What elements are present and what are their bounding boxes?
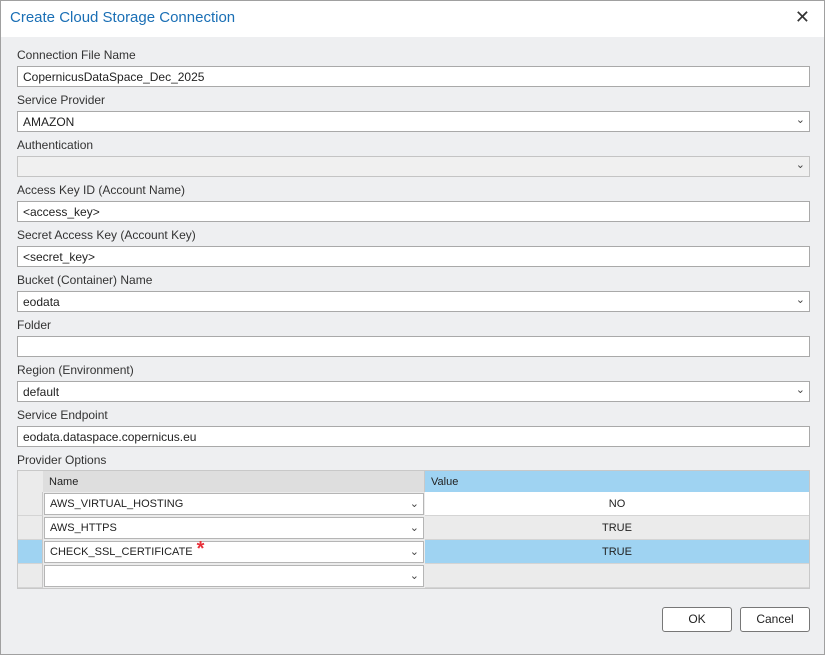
provider-options-label: Provider Options	[17, 453, 107, 467]
option-name: AWS_HTTPS	[50, 522, 117, 534]
chevron-down-icon[interactable]: ⌄	[795, 294, 805, 306]
bucket-container-name-label: Bucket (Container) Name	[17, 273, 153, 287]
secret-access-key-account-key-input[interactable]: <secret_key>	[17, 246, 810, 267]
row-header[interactable]	[18, 540, 43, 564]
folder-input[interactable]	[17, 336, 810, 357]
service-provider-dropdown[interactable]: AMAZON ⌄	[17, 111, 810, 132]
option-name-dropdown[interactable]: ⌄	[44, 565, 424, 587]
bucket-container-name-value: eodata	[23, 295, 60, 309]
column-header-value[interactable]: Value	[431, 476, 459, 488]
option-name-dropdown[interactable]: CHECK_SSL_CERTIFICATE * ⌄	[44, 538, 424, 563]
required-marker: *	[196, 538, 205, 560]
option-name-dropdown[interactable]: AWS_VIRTUAL_HOSTING ⌄	[44, 493, 424, 515]
title-bar: Create Cloud Storage Connection ✕	[1, 1, 824, 37]
access-key-id-account-name-input[interactable]: <access_key>	[17, 201, 810, 222]
row-header[interactable]	[18, 516, 43, 540]
chevron-down-icon[interactable]: ⌄	[409, 546, 419, 558]
secret-access-key-account-key-value: <secret_key>	[23, 250, 96, 264]
provider-options-grid: Name Value AWS_VIRTUAL_HOSTING ⌄ NO AWS_H…	[17, 470, 810, 589]
authentication-dropdown[interactable]: ⌄	[17, 156, 810, 177]
option-name: AWS_VIRTUAL_HOSTING	[50, 498, 184, 510]
option-name-dropdown[interactable]: AWS_HTTPS ⌄	[44, 517, 424, 539]
service-endpoint-value: eodata.dataspace.copernicus.eu	[23, 430, 197, 444]
region-environment-value: default	[23, 385, 60, 399]
chevron-down-icon[interactable]: ⌄	[795, 114, 805, 126]
option-value-cell[interactable]: NO	[425, 492, 809, 516]
row-header[interactable]	[18, 492, 43, 516]
service-endpoint-label: Service Endpoint	[17, 408, 108, 422]
close-icon[interactable]: ✕	[794, 7, 810, 27]
bucket-container-name-dropdown[interactable]: eodata ⌄	[17, 291, 810, 312]
row-header[interactable]	[18, 564, 43, 588]
connection-file-name-value: CopernicusDataSpace_Dec_2025	[23, 70, 205, 84]
option-value-cell[interactable]	[425, 564, 809, 588]
column-header-name[interactable]: Name	[49, 476, 79, 488]
service-provider-value: AMAZON	[23, 115, 75, 129]
authentication-label: Authentication	[17, 138, 94, 152]
service-provider-label: Service Provider	[17, 93, 106, 107]
access-key-id-account-name-value: <access_key>	[23, 205, 100, 219]
chevron-down-icon[interactable]: ⌄	[409, 522, 419, 534]
chevron-down-icon[interactable]: ⌄	[409, 570, 419, 582]
cancel-button[interactable]: Cancel	[740, 607, 810, 632]
option-value-cell[interactable]: TRUE	[425, 516, 809, 540]
access-key-id-account-name-label: Access Key ID (Account Name)	[17, 183, 186, 197]
chevron-down-icon[interactable]: ⌄	[409, 498, 419, 510]
option-name: CHECK_SSL_CERTIFICATE	[50, 546, 193, 558]
ok-button[interactable]: OK	[662, 607, 732, 632]
connection-file-name-input[interactable]: CopernicusDataSpace_Dec_2025	[17, 66, 810, 87]
secret-access-key-account-key-label: Secret Access Key (Account Key)	[17, 228, 196, 242]
dialog-title: Create Cloud Storage Connection	[10, 9, 236, 26]
option-value-cell[interactable]: TRUE	[425, 540, 809, 564]
chevron-down-icon[interactable]: ⌄	[795, 159, 805, 171]
connection-file-name-label: Connection File Name	[17, 48, 136, 62]
chevron-down-icon[interactable]: ⌄	[795, 384, 805, 396]
region-environment-label: Region (Environment)	[17, 363, 134, 377]
folder-label: Folder	[17, 318, 52, 332]
service-endpoint-input[interactable]: eodata.dataspace.copernicus.eu	[17, 426, 810, 447]
region-environment-dropdown[interactable]: default ⌄	[17, 381, 810, 402]
